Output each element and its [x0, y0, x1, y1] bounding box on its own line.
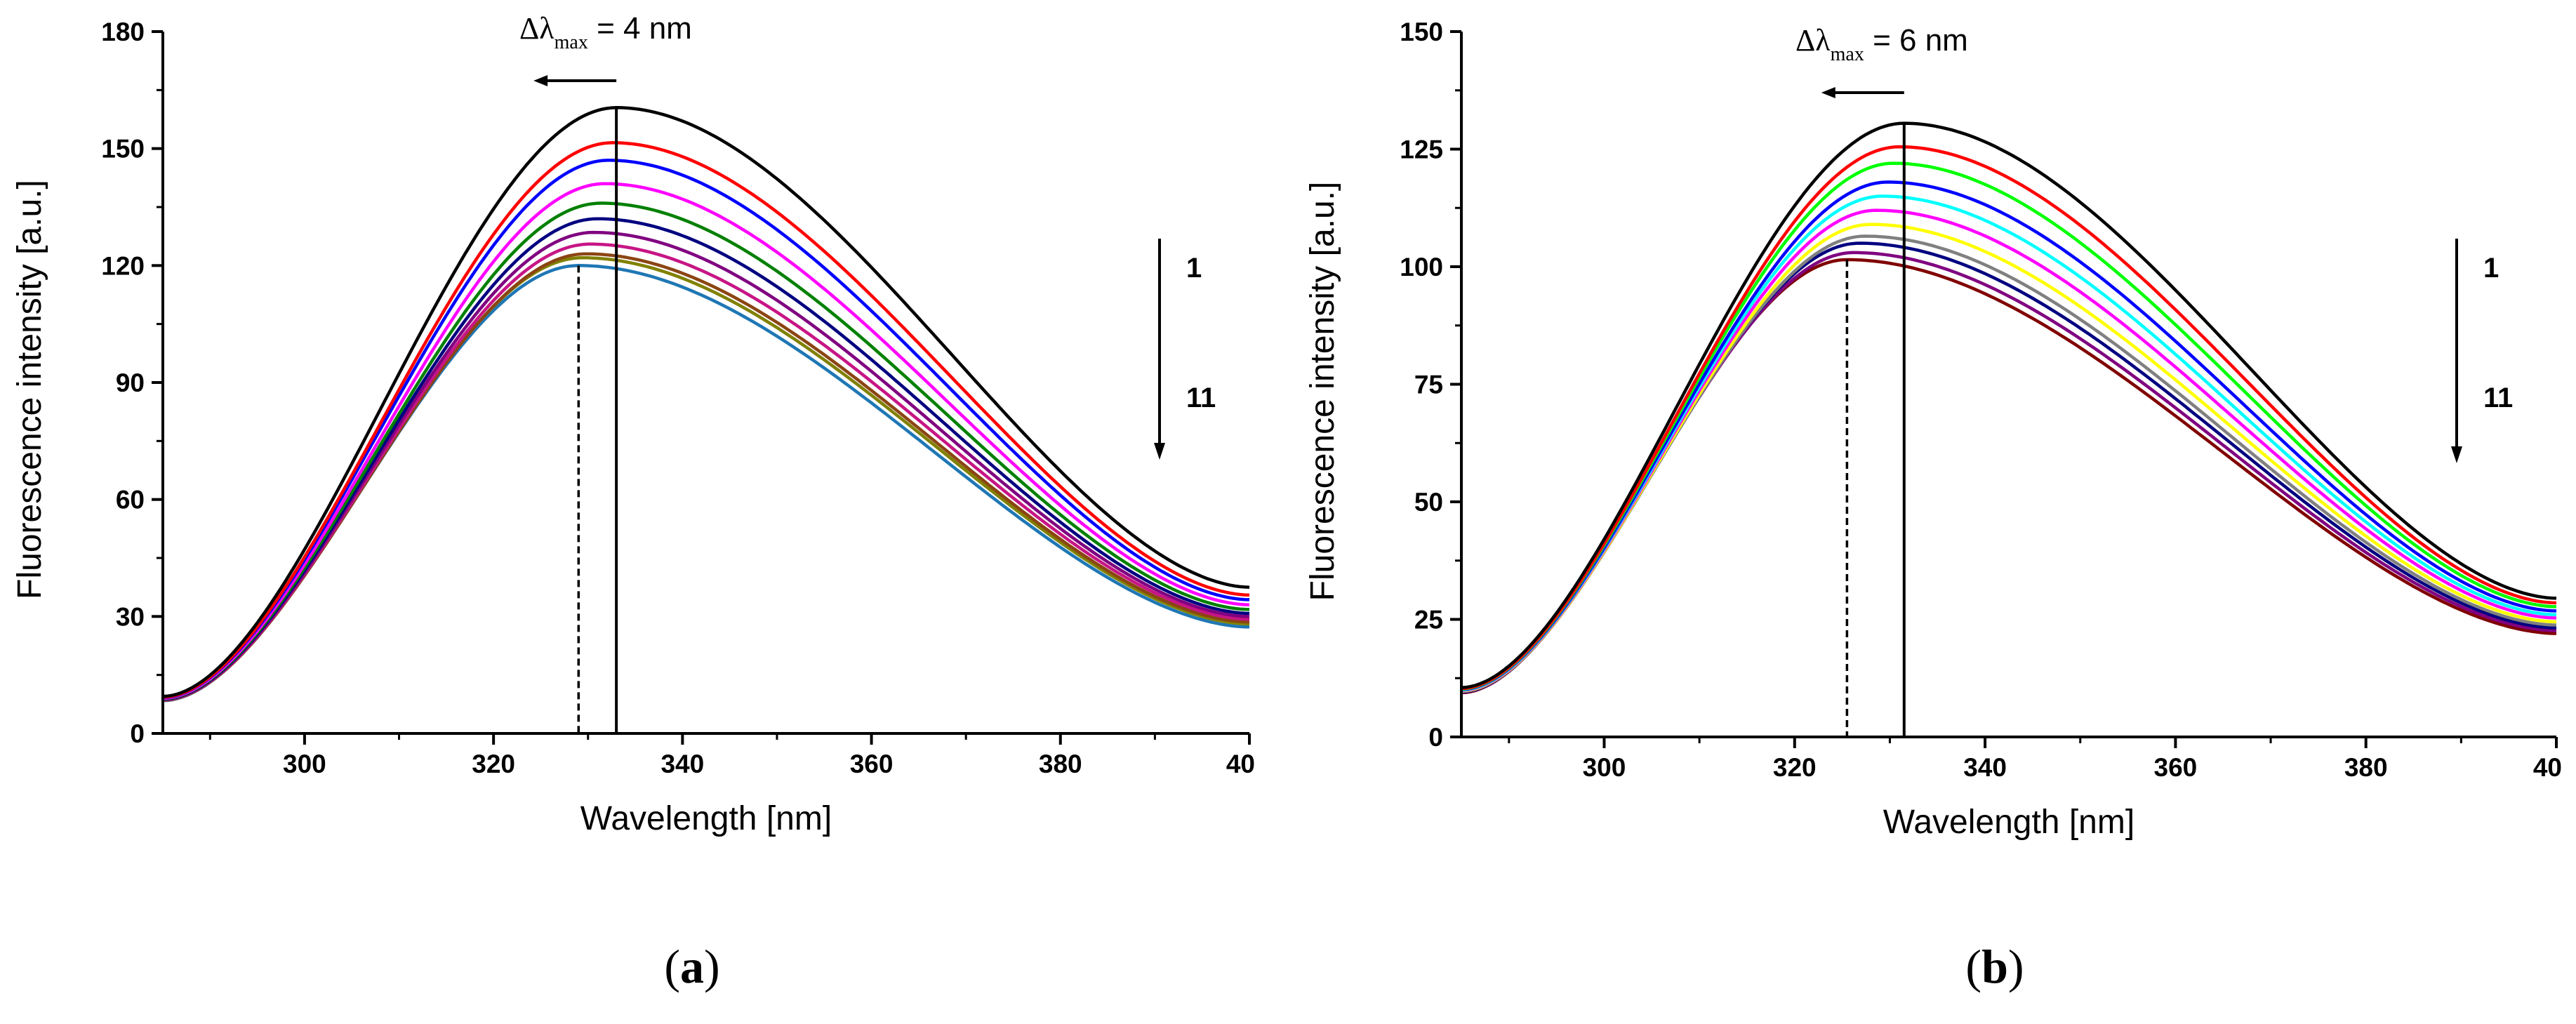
y-tick-label: 25: [1414, 606, 1443, 634]
y-tick-label: 125: [1400, 135, 1443, 164]
x-axis-title: Wavelength [nm]: [580, 800, 832, 837]
y-tick-label: 60: [116, 486, 145, 514]
curve-label-first: 1: [2483, 253, 2499, 284]
shift-arrow-head: [1821, 87, 1835, 98]
curve-label-last: 11: [2483, 383, 2513, 413]
x-tick-label: 380: [1039, 750, 1082, 778]
x-tick-label: 40: [1226, 750, 1255, 778]
series-line-1: [1461, 121, 2557, 689]
order-arrow-head: [1154, 443, 1165, 460]
curve-label-last: 11: [1186, 383, 1216, 413]
order-arrow-head: [2451, 446, 2462, 463]
y-tick-label: 50: [1414, 488, 1443, 517]
x-tick-label: 40: [2533, 753, 2562, 782]
y-tick-label: 150: [1400, 18, 1443, 46]
y-tick-label: 180: [101, 18, 145, 46]
shift-arrow-head: [533, 75, 548, 86]
y-tick-label: 120: [101, 251, 145, 280]
y-tick-label: 75: [1414, 371, 1443, 399]
chart-panel-b: 0 25 50 75 100 125 150 300 320 340 360 380 40 Wavelen…: [1304, 18, 2562, 993]
x-tick-label: 360: [850, 750, 894, 778]
x-tick-label: 320: [472, 750, 515, 778]
chart-panel-a: 0 30 60 90 120 150 180 300 320 340 360 380 40 Wavelen…: [11, 11, 1255, 993]
series-line-2: [162, 141, 1250, 699]
series-group: [1461, 121, 2557, 695]
y-tick-label: 30: [116, 602, 145, 631]
series-line-6: [162, 217, 1250, 701]
x-tick-label: 340: [660, 750, 704, 778]
series-line-7: [162, 230, 1250, 701]
x-tick-label: 380: [2344, 753, 2388, 782]
panel-label-b: (b): [1965, 940, 2024, 993]
y-tick-label: 0: [1428, 723, 1443, 752]
series-line-2: [1461, 145, 2557, 691]
series-line-4: [1461, 180, 2557, 691]
x-tick-label: 340: [1963, 753, 2007, 782]
delta-lambda-annotation: Δλmax = 4 nm: [519, 11, 692, 53]
y-axis-title: Fluorescence intensity [a.u.]: [1304, 182, 1341, 601]
y-tick-label: 100: [1400, 253, 1443, 281]
series-line-4: [162, 182, 1250, 700]
y-tick-label: 150: [101, 135, 145, 164]
x-tick-label: 360: [2154, 753, 2198, 782]
series-group: [162, 106, 1250, 703]
x-tick-label: 300: [283, 750, 326, 778]
x-tick-label: 300: [1583, 753, 1626, 782]
x-tick-label: 320: [1773, 753, 1817, 782]
series-line-1: [162, 106, 1250, 698]
x-axis-title: Wavelength [nm]: [1883, 804, 2135, 841]
y-axis-title: Fluorescence intensity [a.u.]: [11, 180, 48, 599]
delta-lambda-annotation: Δλmax = 6 nm: [1795, 23, 1968, 65]
y-tick-label: 90: [116, 368, 145, 397]
y-tick-label: 0: [130, 719, 145, 748]
series-line-5: [162, 201, 1250, 700]
panel-label-a: (a): [664, 940, 719, 993]
curve-label-first: 1: [1186, 253, 1202, 284]
series-line-3: [162, 159, 1250, 700]
